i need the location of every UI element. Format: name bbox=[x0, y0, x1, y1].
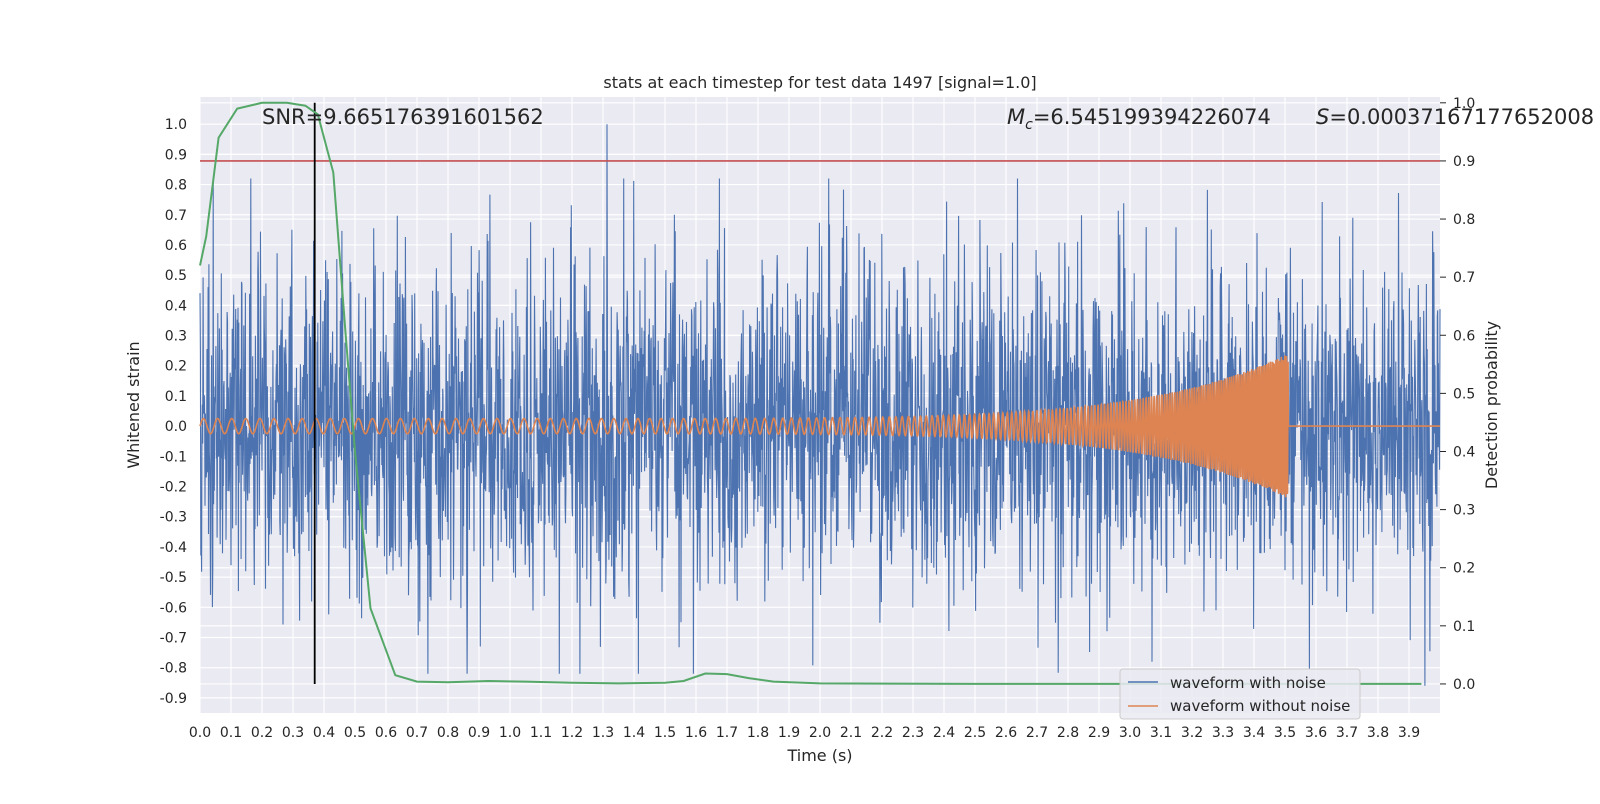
x-tick-label: 2.1 bbox=[840, 725, 862, 741]
waveform-with-noise-line bbox=[199, 124, 1441, 686]
x-tick-label: 1.9 bbox=[778, 725, 800, 741]
x-tick-label: 1.0 bbox=[499, 725, 521, 741]
x-axis-ticks: 0.0 0.1 0.2 0.3 0.4 0.5 0.6 0.7 0.8 0.9 1.0 1.1 1.2 1… bbox=[189, 725, 1420, 741]
left-tick-label: -0.6 bbox=[160, 600, 187, 616]
chirp-mass-subscript: c bbox=[1025, 117, 1033, 133]
right-tick-label: 0.9 bbox=[1453, 154, 1475, 170]
x-tick-label: 1.2 bbox=[561, 725, 583, 741]
series-waveform-with-noise bbox=[199, 124, 1441, 686]
x-tick-label: 0.4 bbox=[313, 725, 335, 741]
x-tick-label: 3.0 bbox=[1119, 725, 1141, 741]
right-tick-label: 0.0 bbox=[1453, 677, 1475, 693]
right-tick-label: 0.6 bbox=[1453, 328, 1475, 344]
x-tick-label: 2.8 bbox=[1057, 725, 1079, 741]
x-tick-label: 3.7 bbox=[1336, 725, 1358, 741]
x-tick-label: 3.3 bbox=[1212, 725, 1234, 741]
left-tick-label: 0.9 bbox=[165, 147, 187, 163]
overlay-lines bbox=[200, 102, 1440, 684]
x-tick-label: 0.1 bbox=[220, 725, 242, 741]
x-tick-label: 2.0 bbox=[809, 725, 831, 741]
right-tick-label: 0.1 bbox=[1453, 619, 1475, 635]
legend: waveform with noise waveform without noi… bbox=[1119, 668, 1361, 720]
x-tick-label: 3.4 bbox=[1243, 725, 1265, 741]
left-tick-label: 0.1 bbox=[165, 389, 187, 405]
x-tick-label: 0.3 bbox=[282, 725, 304, 741]
x-tick-label: 1.6 bbox=[685, 725, 707, 741]
s-value: =0.00037167177652008 bbox=[1329, 105, 1594, 129]
left-tick-label: -0.7 bbox=[160, 631, 187, 647]
x-tick-label: 3.2 bbox=[1181, 725, 1203, 741]
left-tick-label: -0.9 bbox=[160, 691, 187, 707]
left-tick-label: -0.4 bbox=[160, 540, 187, 556]
snr-annotation: SNR=9.665176391601562 bbox=[262, 105, 544, 129]
x-tick-label: 2.4 bbox=[933, 725, 955, 741]
x-axis-label: Time (s) bbox=[786, 746, 852, 765]
x-tick-label: 3.9 bbox=[1398, 725, 1420, 741]
right-tick-label: 0.5 bbox=[1453, 386, 1475, 402]
x-tick-label: 0.2 bbox=[251, 725, 273, 741]
left-tick-label: -0.3 bbox=[160, 510, 187, 526]
x-tick-label: 0.7 bbox=[406, 725, 428, 741]
left-tick-label: 1.0 bbox=[165, 117, 187, 133]
chirp-mass-symbol: M bbox=[1007, 105, 1025, 129]
left-axis-label: Whitened strain bbox=[124, 341, 143, 468]
right-tick-label: 1.0 bbox=[1453, 96, 1475, 112]
x-tick-label: 2.9 bbox=[1088, 725, 1110, 741]
x-tick-label: 2.3 bbox=[902, 725, 924, 741]
chirp-mass-annotation: Mc=6.545199394226074 bbox=[1007, 105, 1271, 133]
x-tick-label: 2.5 bbox=[964, 725, 986, 741]
left-tick-label: 0.6 bbox=[165, 238, 187, 254]
right-axis-label: Detection probability bbox=[1482, 321, 1501, 489]
x-tick-label: 2.7 bbox=[1026, 725, 1048, 741]
right-tick-label: 0.2 bbox=[1453, 561, 1475, 577]
x-tick-label: 3.6 bbox=[1305, 725, 1327, 741]
x-tick-label: 0.9 bbox=[468, 725, 490, 741]
x-tick-label: 1.1 bbox=[530, 725, 552, 741]
left-tick-label: 0.2 bbox=[165, 359, 187, 375]
x-tick-label: 1.3 bbox=[592, 725, 614, 741]
s-annotation: S=0.00037167177652008 bbox=[1316, 105, 1594, 129]
left-tick-label: 0.8 bbox=[165, 178, 187, 194]
left-tick-label: -0.5 bbox=[160, 570, 187, 586]
x-tick-label: 1.4 bbox=[623, 725, 645, 741]
x-tick-label: 2.2 bbox=[871, 725, 893, 741]
waveform-without-noise-line bbox=[199, 355, 1440, 498]
legend-label-noise: waveform with noise bbox=[1170, 674, 1326, 692]
x-tick-label: 2.6 bbox=[995, 725, 1017, 741]
chirp-mass-value: =6.545199394226074 bbox=[1033, 105, 1271, 129]
left-tick-label: 0.3 bbox=[165, 329, 187, 345]
x-tick-label: 1.5 bbox=[654, 725, 676, 741]
right-tick-label: 0.8 bbox=[1453, 212, 1475, 228]
left-axis-ticks: -0.9 -0.8 -0.7 -0.6 -0.5 -0.4 -0.3 -0.2 -0.1 0.0 0… bbox=[160, 117, 187, 707]
left-tick-label: 0.0 bbox=[165, 419, 187, 435]
right-tick-label: 0.3 bbox=[1453, 503, 1475, 519]
x-tick-label: 0.6 bbox=[375, 725, 397, 741]
x-tick-label: 3.8 bbox=[1367, 725, 1389, 741]
left-tick-label: -0.2 bbox=[160, 480, 187, 496]
chart-title: stats at each timestep for test data 149… bbox=[603, 73, 1036, 92]
right-tick-label: 0.4 bbox=[1453, 444, 1475, 460]
x-tick-label: 1.7 bbox=[716, 725, 738, 741]
right-tick-label: 0.7 bbox=[1453, 270, 1475, 286]
x-tick-label: 0.8 bbox=[437, 725, 459, 741]
x-tick-label: 1.8 bbox=[747, 725, 769, 741]
left-tick-label: -0.8 bbox=[160, 661, 187, 677]
right-axis-ticks: 0.0 0.1 0.2 0.3 0.4 0.5 0.6 0.7 0.8 0.9 1.0 bbox=[1440, 96, 1475, 693]
left-tick-label: 0.7 bbox=[165, 208, 187, 224]
series-waveform-without-noise bbox=[199, 355, 1440, 498]
x-tick-label: 0.0 bbox=[189, 725, 211, 741]
series-detection-probability bbox=[199, 101, 1422, 685]
x-tick-label: 3.1 bbox=[1150, 725, 1172, 741]
legend-label-clean: waveform without noise bbox=[1170, 697, 1350, 715]
left-tick-label: 0.5 bbox=[165, 268, 187, 284]
s-symbol: S bbox=[1316, 105, 1329, 129]
x-tick-label: 0.5 bbox=[344, 725, 366, 741]
left-tick-label: -0.1 bbox=[160, 449, 187, 465]
legend-box bbox=[1119, 668, 1361, 720]
left-tick-label: 0.4 bbox=[165, 298, 187, 314]
detection-probability-line bbox=[199, 101, 1422, 685]
x-tick-label: 3.5 bbox=[1274, 725, 1296, 741]
